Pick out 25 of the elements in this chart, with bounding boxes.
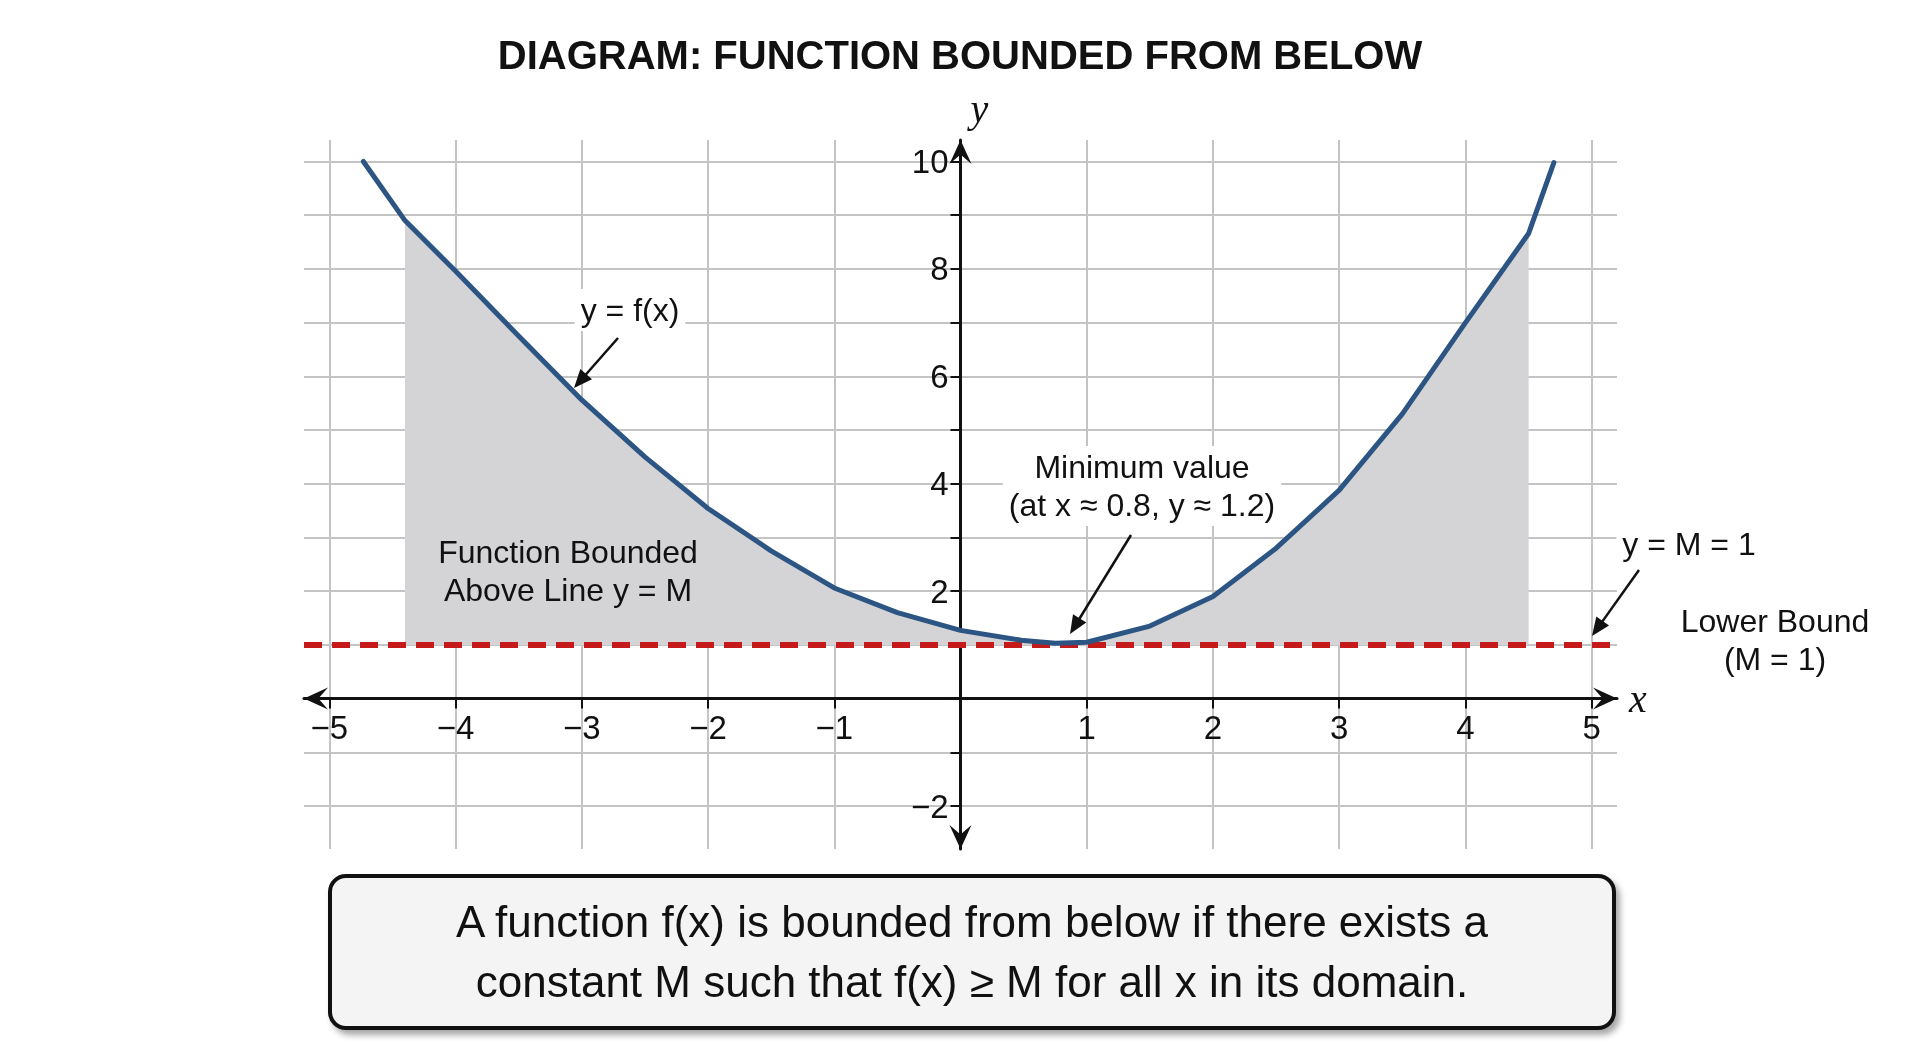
annotation: Minimum value (at x ≈ 0.8, y ≈ 1.2) xyxy=(1008,449,1276,523)
y-axis-title: y xyxy=(966,85,989,131)
chart-title: DIAGRAM: FUNCTION BOUNDED FROM BELOW xyxy=(497,33,1423,77)
y-tick-label: 4 xyxy=(930,465,949,503)
x-tick-label: 3 xyxy=(1330,708,1349,746)
x-tick-label: −4 xyxy=(436,708,475,746)
y-tick-label: −2 xyxy=(910,787,949,825)
y-tick-label: 10 xyxy=(911,142,949,180)
y-tick-label: 8 xyxy=(930,250,949,288)
x-tick-label: −3 xyxy=(562,708,601,746)
y-tick-label: 6 xyxy=(930,357,949,395)
x-tick-label: 4 xyxy=(1456,708,1475,746)
x-tick-label: 1 xyxy=(1077,708,1096,746)
x-tick-label: 2 xyxy=(1203,708,1223,746)
x-tick-label: −1 xyxy=(815,708,854,746)
x-tick-label: −2 xyxy=(689,708,727,746)
y-tick-label: 2 xyxy=(930,572,949,610)
text: A function f(x) is bounded from below if there exists a constant M such that f(x) ≥ M for all x in its domain. xyxy=(328,874,1616,1030)
annotation: y = f(x) xyxy=(580,292,680,328)
x-axis-title: x xyxy=(1628,676,1647,722)
x-tick-label: 5 xyxy=(1582,708,1601,746)
annotation: Function Bounded Above Line y = M xyxy=(438,534,698,608)
text: Lower Bound (M = 1) xyxy=(1680,603,1870,677)
ref-line-label: y = M = 1 xyxy=(1622,526,1756,562)
x-tick-label: −5 xyxy=(310,708,349,746)
